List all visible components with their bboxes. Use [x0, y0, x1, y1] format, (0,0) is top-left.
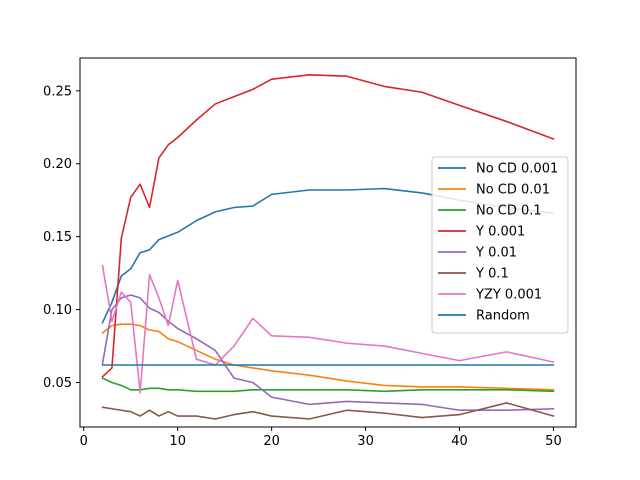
y-tick-label-2: 0.15 — [43, 230, 72, 245]
x-tick-label-4: 40 — [451, 434, 468, 449]
x-tick-label-3: 30 — [357, 434, 374, 449]
legend-label-2: No CD 0.1 — [476, 204, 542, 219]
x-tick-label-1: 10 — [169, 434, 186, 449]
legend-label-5: Y 0.1 — [475, 267, 509, 282]
legend-label-6: YZY 0.001 — [475, 288, 542, 303]
x-axis: 0 10 20 30 40 50 — [80, 427, 562, 449]
series-line-3 — [101, 73, 555, 378]
y-axis: 0.05 0.10 0.15 0.20 0.25 — [43, 84, 80, 391]
x-tick-label-2: 20 — [263, 434, 280, 449]
legend-label-0: No CD 0.001 — [476, 162, 558, 177]
series-line-0 — [101, 187, 555, 324]
x-tick-label-0: 0 — [80, 434, 88, 449]
legend-label-3: Y 0.001 — [475, 225, 525, 240]
legend-label-7: Random — [476, 309, 530, 324]
y-tick-label-1: 0.10 — [43, 303, 72, 318]
legend: No CD 0.001 No CD 0.01 No CD 0.1 Y 0.001 Y 0… — [431, 156, 569, 334]
series-line-1 — [101, 323, 555, 391]
x-tick-label-5: 50 — [545, 434, 562, 449]
series-line-4 — [101, 294, 555, 412]
y-tick-label-4: 0.25 — [43, 84, 72, 99]
axes-frame — [79, 57, 577, 428]
y-tick-label-0: 0.05 — [43, 376, 72, 391]
y-tick-label-3: 0.20 — [43, 157, 72, 172]
series-layer — [101, 73, 555, 420]
legend-label-1: No CD 0.01 — [476, 183, 550, 198]
legend-box — [431, 156, 569, 334]
series-line-5 — [101, 402, 555, 420]
legend-label-4: Y 0.01 — [475, 246, 517, 261]
series-line-2 — [101, 377, 555, 393]
